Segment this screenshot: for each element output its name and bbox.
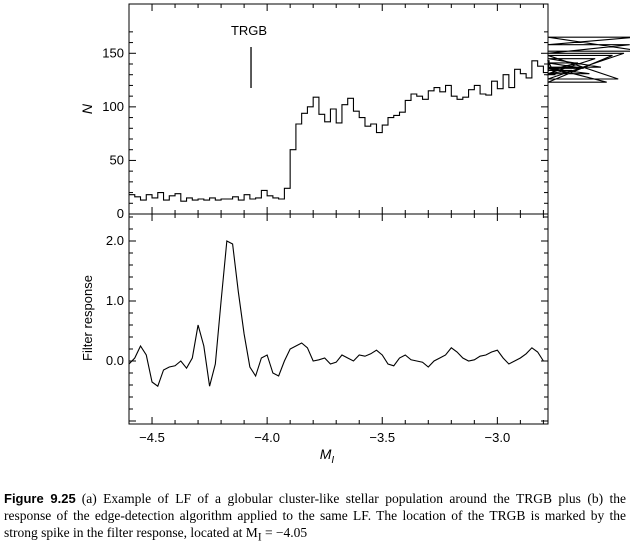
y-axis-label: Filter response bbox=[80, 275, 95, 361]
y-tick-label: 0.0 bbox=[106, 353, 124, 368]
histogram-series bbox=[129, 36, 630, 202]
top-panel-histogram: 0 50 100 150 N TRGB bbox=[79, 3, 630, 221]
y-tick-label: 2.0 bbox=[106, 233, 124, 248]
bottom-panel-frame bbox=[128, 213, 549, 425]
x-tick-label: −3.5 bbox=[369, 430, 395, 445]
caption-subscript: I bbox=[257, 531, 262, 544]
filter-response-series bbox=[128, 240, 548, 388]
y-tick-label: 100 bbox=[102, 99, 124, 114]
x-tick-label: −4.0 bbox=[254, 430, 280, 445]
caption-label: Figure 9.25 bbox=[4, 491, 76, 506]
caption-value: = −4.05 bbox=[261, 525, 308, 540]
figure-caption: Figure 9.25 (a) Example of LF of a globul… bbox=[4, 490, 626, 547]
top-panel-frame bbox=[128, 3, 549, 215]
y-tick-label: 50 bbox=[110, 152, 124, 167]
y-tick-label: 0 bbox=[117, 206, 124, 221]
y-tick-label: 150 bbox=[102, 45, 124, 60]
trgb-annotation-label: TRGB bbox=[231, 23, 267, 38]
x-tick-label: −4.5 bbox=[139, 430, 165, 445]
caption-text: (a) Example of LF of a globular cluster-… bbox=[4, 491, 627, 540]
y-tick-label: 1.0 bbox=[106, 293, 124, 308]
x-axis-label: MI bbox=[320, 446, 335, 466]
x-tick-label: −3.0 bbox=[485, 430, 511, 445]
y-axis-label: N bbox=[79, 103, 95, 114]
figure-chart: 0 50 100 150 N TRGB 0.0 1.0 2.0 Filter response −… bbox=[79, 3, 630, 466]
bottom-panel-filter-response: 0.0 1.0 2.0 Filter response −4.5 −4.0 −3.5 −3.0… bbox=[80, 213, 549, 466]
